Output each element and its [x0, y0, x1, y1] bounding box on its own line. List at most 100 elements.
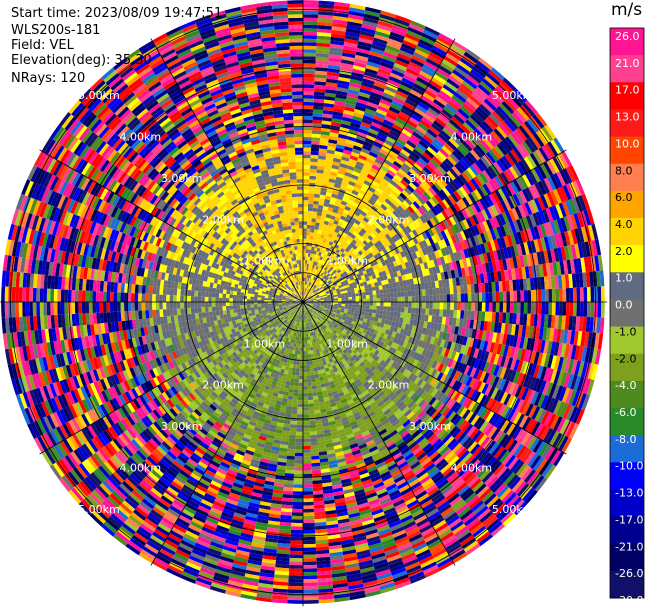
velocity-gate — [494, 108, 507, 122]
velocity-gate — [350, 174, 359, 181]
velocity-gate — [511, 91, 525, 105]
velocity-gate — [431, 235, 438, 244]
velocity-gate — [314, 229, 319, 234]
velocity-gate — [303, 168, 310, 173]
velocity-gate — [342, 152, 351, 159]
velocity-gate — [401, 274, 406, 281]
velocity-gate — [436, 36, 453, 47]
velocity-gate — [486, 230, 494, 242]
velocity-gate — [339, 286, 344, 291]
velocity-gate — [397, 168, 407, 177]
velocity-gate — [446, 286, 451, 295]
velocity-gate — [427, 209, 436, 218]
velocity-gate — [345, 247, 350, 253]
velocity-gate — [551, 302, 556, 316]
velocity-gate — [401, 128, 412, 138]
velocity-gate — [404, 160, 414, 169]
velocity-gate — [330, 36, 345, 42]
velocity-gate — [417, 73, 432, 84]
velocity-gate — [403, 235, 410, 243]
velocity-gate — [436, 150, 447, 161]
velocity-gate — [402, 200, 410, 209]
velocity-gate — [312, 239, 317, 244]
velocity-gate — [442, 263, 448, 273]
velocity-gate — [425, 302, 430, 309]
velocity-gate — [369, 125, 381, 133]
velocity-gate — [303, 31, 318, 36]
velocity-gate — [422, 64, 437, 74]
velocity-gate — [349, 78, 362, 85]
velocity-gate — [329, 290, 333, 294]
velocity-gate — [309, 175, 317, 180]
velocity-gate — [345, 284, 350, 288]
velocity-gate — [332, 114, 343, 120]
velocity-gate — [393, 292, 398, 298]
velocity-gate — [347, 89, 360, 96]
velocity-gate — [488, 193, 497, 205]
velocity-gate — [321, 120, 332, 126]
velocity-gate — [331, 234, 337, 240]
velocity-gate — [395, 171, 405, 180]
velocity-gate — [377, 20, 393, 29]
velocity-gate — [379, 250, 386, 257]
velocity-gate — [529, 152, 541, 167]
velocity-gate — [311, 260, 314, 265]
velocity-gate — [506, 291, 511, 302]
velocity-gate — [331, 279, 336, 283]
velocity-gate — [383, 274, 388, 281]
velocity-gate — [432, 288, 437, 296]
velocity-gate — [316, 49, 330, 55]
velocity-gate — [414, 145, 425, 155]
velocity-gate — [471, 302, 476, 311]
velocity-gate — [374, 282, 379, 287]
velocity-gate — [386, 306, 391, 312]
velocity-gate — [313, 261, 316, 266]
velocity-gate — [317, 21, 333, 27]
velocity-gate — [312, 289, 316, 293]
velocity-gate — [372, 290, 377, 295]
velocity-gate — [513, 290, 518, 302]
velocity-gate — [482, 196, 491, 208]
velocity-gate — [381, 191, 390, 199]
velocity-gate — [424, 246, 431, 255]
velocity-gate — [361, 234, 368, 240]
velocity-gate — [435, 135, 447, 146]
velocity-gate — [428, 236, 435, 245]
velocity-gate — [303, 10, 319, 15]
velocity-gate — [309, 278, 312, 283]
velocity-gate — [330, 40, 345, 46]
velocity-gate — [433, 205, 442, 215]
velocity-gate — [352, 249, 358, 255]
velocity-gate — [333, 291, 337, 294]
velocity-gate — [521, 203, 530, 217]
velocity-gate — [316, 247, 321, 252]
velocity-gate — [303, 87, 315, 92]
velocity-gate — [552, 205, 560, 220]
velocity-gate — [586, 302, 591, 318]
velocity-gate — [469, 246, 476, 257]
velocity-gate — [333, 205, 340, 211]
velocity-gate — [455, 176, 465, 187]
velocity-gate — [465, 48, 481, 61]
velocity-gate — [353, 186, 361, 193]
velocity-gate — [348, 236, 354, 242]
velocity-gate — [440, 247, 447, 257]
velocity-gate — [450, 244, 457, 254]
velocity-gate — [389, 166, 398, 175]
velocity-gate — [459, 143, 470, 154]
velocity-gate — [434, 168, 444, 178]
velocity-gate — [406, 119, 418, 129]
velocity-gate — [322, 117, 333, 122]
velocity-gate — [350, 247, 356, 253]
velocity-gate — [360, 285, 365, 290]
velocity-gate — [486, 95, 500, 109]
velocity-gate — [369, 208, 376, 215]
velocity-gate — [565, 288, 570, 302]
velocity-gate — [339, 266, 344, 272]
velocity-gate — [339, 203, 346, 209]
velocity-gate — [331, 193, 338, 199]
velocity-gate — [313, 367, 318, 372]
velocity-gate — [317, 229, 323, 235]
velocity-gate — [452, 69, 466, 81]
velocity-gate — [309, 168, 317, 173]
